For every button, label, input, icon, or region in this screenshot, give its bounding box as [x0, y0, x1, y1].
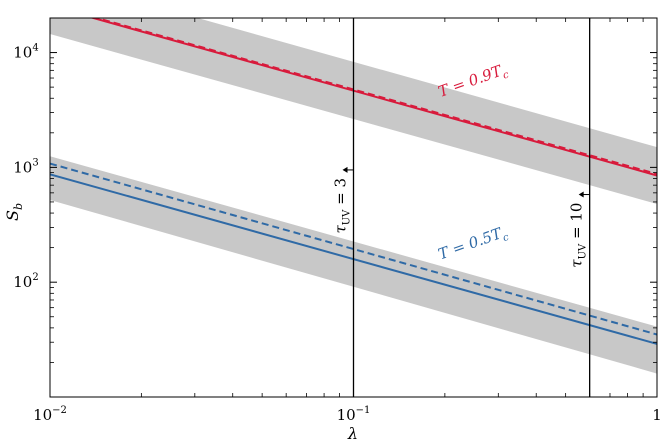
- vline-arrowhead-1: [578, 191, 584, 198]
- y-tick-label-0: 102: [13, 272, 38, 291]
- y-axis-label-sub: b: [12, 203, 25, 210]
- vline-arrowhead-0: [342, 166, 348, 173]
- y-axis-label: Sb: [3, 203, 25, 221]
- y-tick-label-1: 103: [13, 157, 38, 176]
- x-axis-label: λ: [347, 424, 358, 443]
- vline-label-1: τUV = 10: [568, 203, 589, 268]
- x-tick-label-0: 10−2: [33, 405, 67, 424]
- x-tick-label-2: 1: [652, 406, 662, 424]
- ticks: 10−2 10−1 1 102 103 104: [13, 17, 662, 424]
- vline-label-0: τUV = 3: [332, 178, 353, 234]
- series-dashed-line-1: [50, 162, 657, 336]
- curve-label-1: T = 0.5Tc: [436, 222, 511, 266]
- y-tick-label-2: 104: [13, 43, 38, 62]
- series-dashed-line-0: [93, 18, 657, 175]
- y-axis-label-main: S: [3, 210, 22, 221]
- vertical-lines: τUV = 3 τUV = 10: [332, 18, 591, 397]
- x-tick-label-1: 10−1: [337, 405, 371, 424]
